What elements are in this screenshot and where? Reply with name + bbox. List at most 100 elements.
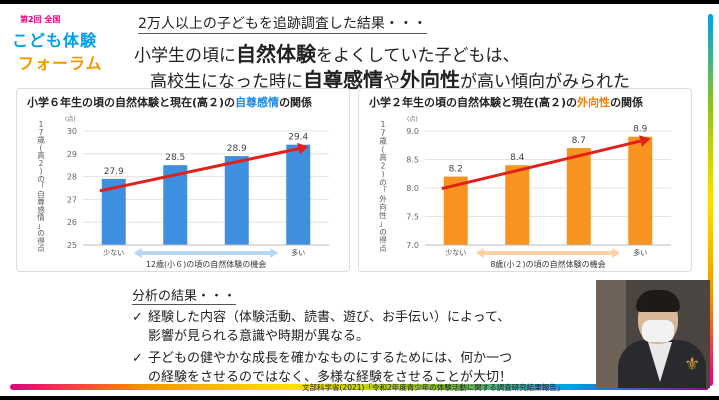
y-tick-label: 7.0 bbox=[406, 241, 419, 250]
chart-self-esteem: (点)25262728293017歳(高2)の「自尊感情」の得点27.9少ない2… bbox=[37, 115, 329, 269]
y-axis-label-char: 2 bbox=[39, 159, 44, 168]
data-label: 8.9 bbox=[633, 125, 648, 135]
header-note: 2万人以上の子どもを追跡調査した結果・・・ bbox=[138, 13, 427, 34]
bar bbox=[505, 165, 530, 245]
data-label: 29.4 bbox=[288, 133, 308, 143]
bullet-line: 影響が見られる意識や時期が異なる。 bbox=[148, 329, 370, 344]
y-axis-label-char: ) bbox=[382, 170, 385, 179]
data-label: 28.5 bbox=[165, 153, 185, 163]
bar bbox=[163, 165, 188, 245]
analysis-section: 分析の結果・・・ ✓ 経験した内容（体験活動、読書、遊び、お手伝い）によって、 … bbox=[132, 285, 592, 387]
y-axis-label-char: 高 bbox=[37, 150, 45, 160]
headline-emphasis: 自然体験 bbox=[236, 42, 316, 66]
bar bbox=[628, 136, 653, 245]
y-axis-label-char: 点 bbox=[379, 244, 387, 253]
y-axis-label-char: 高 bbox=[379, 152, 387, 162]
y-axis-label-char: 性 bbox=[379, 210, 387, 220]
y-axis-label-char: 向 bbox=[379, 202, 387, 212]
y-axis-label-char: 「 bbox=[379, 186, 387, 195]
chart-title-text: 小学２年生の頃の自然体験と現在(高２)の bbox=[369, 96, 578, 109]
chart-title-highlight: 自尊感情 bbox=[235, 96, 280, 109]
axis-unit: (点) bbox=[407, 115, 418, 123]
chart-title-highlight: 外向性 bbox=[577, 96, 611, 109]
frame-stripe-bottom bbox=[10, 384, 709, 390]
x-axis-arrowhead-right bbox=[270, 248, 279, 258]
forum-logo: 第2回 全国 こども体験 フォーラム bbox=[12, 14, 103, 76]
chart-title-text: の関係 bbox=[610, 96, 644, 109]
bullet-line: の経験をさせるのではなく、多様な経験をさせることが大切！ bbox=[148, 370, 513, 385]
chart-title: 小学２年生の頃の自然体験と現在(高２)の外向性の関係 bbox=[369, 94, 643, 110]
y-axis-label-char: 1 bbox=[381, 120, 386, 129]
x-tick-label: 多い bbox=[291, 248, 305, 257]
bullet-line: 子どもの健やかな成長を確かなものにするためには、何か一つ bbox=[148, 351, 513, 366]
logo-line-1: こども体験 bbox=[12, 31, 98, 50]
bullet-line: 経験した内容（体験活動、読書、遊び、お手伝い）によって、 bbox=[148, 310, 511, 325]
y-axis-label-char: 感 bbox=[37, 204, 45, 214]
check-icon: ✓ bbox=[132, 351, 143, 366]
y-axis-label-char: の bbox=[379, 178, 387, 187]
y-axis-label-char: 点 bbox=[37, 244, 45, 253]
y-axis-label-char: ( bbox=[40, 143, 43, 152]
data-label: 27.9 bbox=[104, 167, 124, 177]
emblem-icon: ⚜ bbox=[684, 354, 701, 375]
x-axis-arrowhead-left bbox=[133, 248, 142, 258]
y-tick-label: 8.0 bbox=[406, 184, 419, 193]
speaker-mask bbox=[642, 320, 674, 342]
speaker-hair bbox=[636, 290, 680, 312]
y-axis-label-char: 「 bbox=[37, 182, 45, 191]
data-label: 8.7 bbox=[572, 136, 586, 146]
speaker-video-feed: ⚜ bbox=[596, 280, 710, 388]
headline-text: 小学生の頃に bbox=[134, 46, 236, 66]
logo-line-2: フォーラム bbox=[18, 54, 103, 73]
x-tick-label: 少ない bbox=[445, 249, 466, 257]
x-axis-label: 12歳(小６)の頃の自然体験の機会 bbox=[146, 259, 266, 269]
analysis-bullet: ✓ 経験した内容（体験活動、読書、遊び、お手伝い）によって、 影響が見られる意識… bbox=[132, 308, 592, 346]
data-label: 28.9 bbox=[227, 144, 247, 154]
y-axis-label-char: の bbox=[37, 174, 45, 183]
y-tick-label: 9.0 bbox=[406, 127, 419, 136]
y-axis-label-char: 外 bbox=[379, 193, 387, 203]
x-tick-label: 少ない bbox=[103, 249, 124, 257]
y-axis-label-char: 7 bbox=[381, 128, 386, 137]
y-tick-label: 26 bbox=[67, 218, 77, 227]
trend-arrow-shaft bbox=[441, 139, 641, 191]
y-axis-label-char: 情 bbox=[37, 212, 45, 222]
x-axis-arrowhead-right bbox=[612, 248, 621, 258]
headline-text: が高い傾向がみられた bbox=[460, 72, 630, 92]
y-axis-label-char: 自 bbox=[37, 189, 45, 199]
y-axis-label-char: の bbox=[379, 227, 387, 236]
y-axis-label-char: 1 bbox=[39, 120, 44, 129]
chart-panel-extraversion: (点) 7.0 7.5 8.0 8.5 9.0 1 7 歳(高 2) の「外向性」の得点 8.2 少ない… bbox=[358, 88, 692, 272]
source-citation: 文部科学省(2021)「令和2年度青少年の体験活動に関する調査研究結果報告」 bbox=[302, 383, 565, 392]
chart-title: 小学６年生の頃の自然体験と現在(高２)の自尊感情の関係 bbox=[27, 94, 312, 110]
headline-text: や bbox=[383, 72, 400, 92]
chart-extraversion: (点)7.07.58.08.59.017歳(高2)の「外向性」の得点8.2少ない… bbox=[379, 115, 671, 269]
chart-title-text: 小学６年生の頃の自然体験と現在(高２)の bbox=[27, 96, 236, 109]
y-axis-label-char: ( bbox=[382, 145, 385, 154]
bar bbox=[224, 156, 249, 245]
frame-stripe-right bbox=[708, 14, 713, 386]
chart-title-text: の関係 bbox=[279, 96, 313, 109]
x-tick-label: 多い bbox=[633, 248, 647, 257]
y-axis-label-char: 得 bbox=[37, 235, 45, 245]
analysis-title: 分析の結果・・・ bbox=[132, 285, 237, 305]
data-label: 8.2 bbox=[449, 165, 463, 175]
chart-panel-self-esteem: (点) 25 26 27 28 29 30 1 7 歳(高 2) の「自尊感情」の得点 27.9 少ない 2… bbox=[16, 88, 350, 272]
x-axis-label: 8歳(小２)の頃の自然体験の機会 bbox=[490, 259, 605, 269]
axis-unit: (点) bbox=[65, 115, 76, 123]
y-axis-label-char: ) bbox=[40, 167, 43, 176]
bar bbox=[566, 148, 591, 245]
y-axis-label-char: 歳 bbox=[379, 136, 387, 146]
y-tick-label: 7.5 bbox=[406, 213, 419, 222]
check-icon: ✓ bbox=[132, 310, 143, 325]
slide: 第2回 全国 こども体験 フォーラム 2万人以上の子どもを追跡調査した結果・・・… bbox=[0, 4, 719, 396]
y-axis-label-char: 歳 bbox=[37, 135, 45, 145]
logo-edition: 第2回 全国 bbox=[20, 15, 61, 24]
y-axis-label-char: 2 bbox=[381, 161, 386, 170]
headline-line-1: 小学生の頃に自然体験をよくしていた子どもは、 bbox=[134, 38, 520, 67]
y-axis-label-char: 」 bbox=[37, 221, 45, 230]
y-tick-label: 8.5 bbox=[406, 156, 419, 165]
trend-arrow-shaft bbox=[99, 147, 299, 193]
y-tick-label: 30 bbox=[67, 127, 77, 136]
y-axis-label-char: 」 bbox=[379, 219, 387, 228]
